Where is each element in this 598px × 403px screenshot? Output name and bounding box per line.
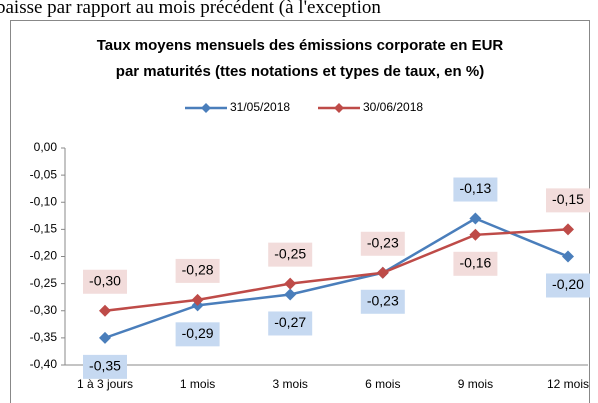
- series-line: [104, 217, 569, 340]
- chart-title: par maturités (ttes notations et types d…: [116, 63, 484, 80]
- legend-label: 31/05/2018: [230, 100, 290, 114]
- y-tick-label: -0,30: [30, 303, 58, 317]
- value-label-box: [546, 188, 590, 213]
- value-label: -0,28: [182, 262, 214, 278]
- value-label-box: [83, 354, 127, 379]
- value-label: -0,23: [367, 292, 399, 308]
- y-tick-label: -0,35: [30, 330, 58, 344]
- value-label-box: [453, 177, 498, 202]
- value-label-box: [268, 242, 313, 267]
- value-label: -0,16: [459, 255, 491, 271]
- legend-marker: [334, 103, 344, 113]
- value-label-box: [268, 311, 313, 336]
- x-tick-label: 6 mois: [365, 377, 400, 391]
- point-marker: [469, 228, 482, 241]
- value-label: -0,29: [182, 325, 214, 341]
- legend-marker: [201, 103, 211, 113]
- y-tick-label: -0,15: [30, 222, 58, 236]
- x-tick-label: 3 mois: [273, 377, 308, 391]
- value-label-box: [83, 269, 127, 294]
- y-tick-label: 0,00: [34, 140, 58, 154]
- point-marker: [469, 212, 482, 225]
- y-tick-label: -0,05: [30, 167, 58, 181]
- value-label: -0,13: [459, 180, 491, 196]
- point-marker: [376, 266, 389, 279]
- x-tick-label: 9 mois: [458, 377, 493, 391]
- point-marker: [99, 304, 111, 317]
- value-label-box: [360, 289, 405, 314]
- chart-title: Taux moyens mensuels des émissions corpo…: [97, 37, 504, 54]
- legend-label: 30/06/2018: [363, 100, 423, 114]
- value-label-box: [175, 258, 220, 283]
- point-marker: [284, 288, 297, 301]
- point-marker: [284, 277, 297, 290]
- value-label-box: [175, 322, 220, 347]
- value-label: -0,27: [274, 314, 306, 330]
- value-label-box: [453, 251, 498, 276]
- x-tick-label: 1 à 3 jours: [77, 377, 133, 391]
- series-line: [104, 228, 569, 312]
- value-label: -0,23: [367, 234, 399, 250]
- point-marker: [562, 223, 574, 236]
- point-marker: [191, 293, 204, 306]
- y-tick-label: -0,10: [30, 194, 58, 208]
- point-marker: [562, 250, 574, 263]
- value-label: -0,35: [89, 358, 121, 374]
- value-label: -0,30: [89, 272, 121, 288]
- value-label-box: [546, 273, 590, 298]
- x-tick-label: 12 mois: [547, 377, 589, 391]
- value-label-box: [360, 231, 405, 256]
- value-label: -0,25: [274, 245, 306, 261]
- value-label: -0,20: [552, 276, 584, 292]
- y-tick-label: -0,20: [30, 249, 58, 263]
- x-tick-label: 1 mois: [180, 377, 215, 391]
- y-tick-label: -0,40: [30, 357, 58, 371]
- value-label: -0,15: [552, 191, 584, 207]
- point-marker: [99, 331, 111, 344]
- y-tick-label: -0,25: [30, 276, 58, 290]
- header-text: baisse par rapport au mois précédent (à …: [0, 0, 381, 18]
